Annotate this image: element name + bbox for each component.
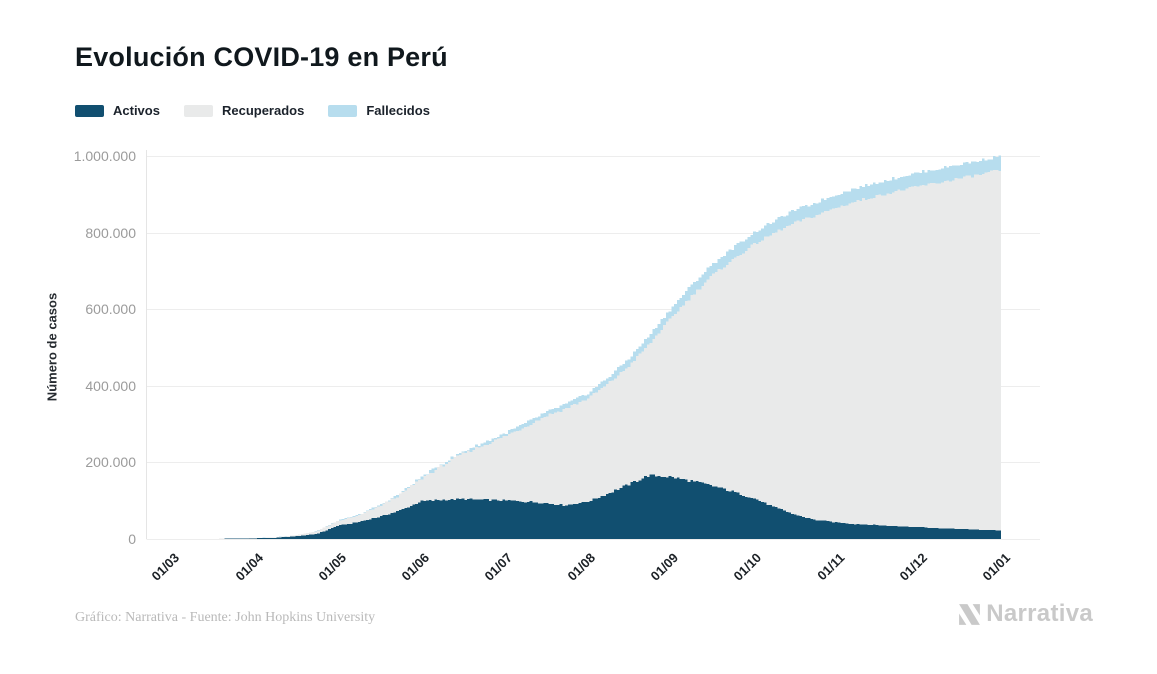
area-activos xyxy=(170,474,1001,539)
narrativa-logo: Narrativa xyxy=(957,600,1093,628)
narrativa-logo-text: Narrativa xyxy=(986,600,1093,627)
narrativa-logo-icon xyxy=(959,603,981,625)
legend-label: Recuperados xyxy=(221,103,305,118)
legend-item-fallecidos: Fallecidos xyxy=(328,103,430,118)
y-tick-label: 600.000 xyxy=(85,301,136,318)
y-tick-label: 200.000 xyxy=(85,454,136,471)
y-tick-label: 400.000 xyxy=(85,377,136,394)
chart-credit: Gráfico: Narrativa - Fuente: John Hopkin… xyxy=(75,610,376,625)
y-tick-label: 0 xyxy=(128,531,136,547)
chart-title: Evolución COVID-19 en Perú xyxy=(75,42,448,72)
chart-legend: Activos Recuperados Fallecidos xyxy=(75,103,430,118)
legend-swatch xyxy=(183,104,213,117)
legend-label: Activos xyxy=(113,103,160,118)
y-tick-label: 1.000.000 xyxy=(73,148,136,164)
y-tick-label: 800.000 xyxy=(85,224,136,241)
legend-item-activos: Activos xyxy=(75,103,160,118)
area-recuperados xyxy=(170,170,1001,539)
legend-item-recuperados: Recuperados xyxy=(183,103,305,118)
legend-label: Fallecidos xyxy=(366,103,430,118)
legend-swatch xyxy=(328,104,358,117)
legend-swatch xyxy=(75,104,104,117)
